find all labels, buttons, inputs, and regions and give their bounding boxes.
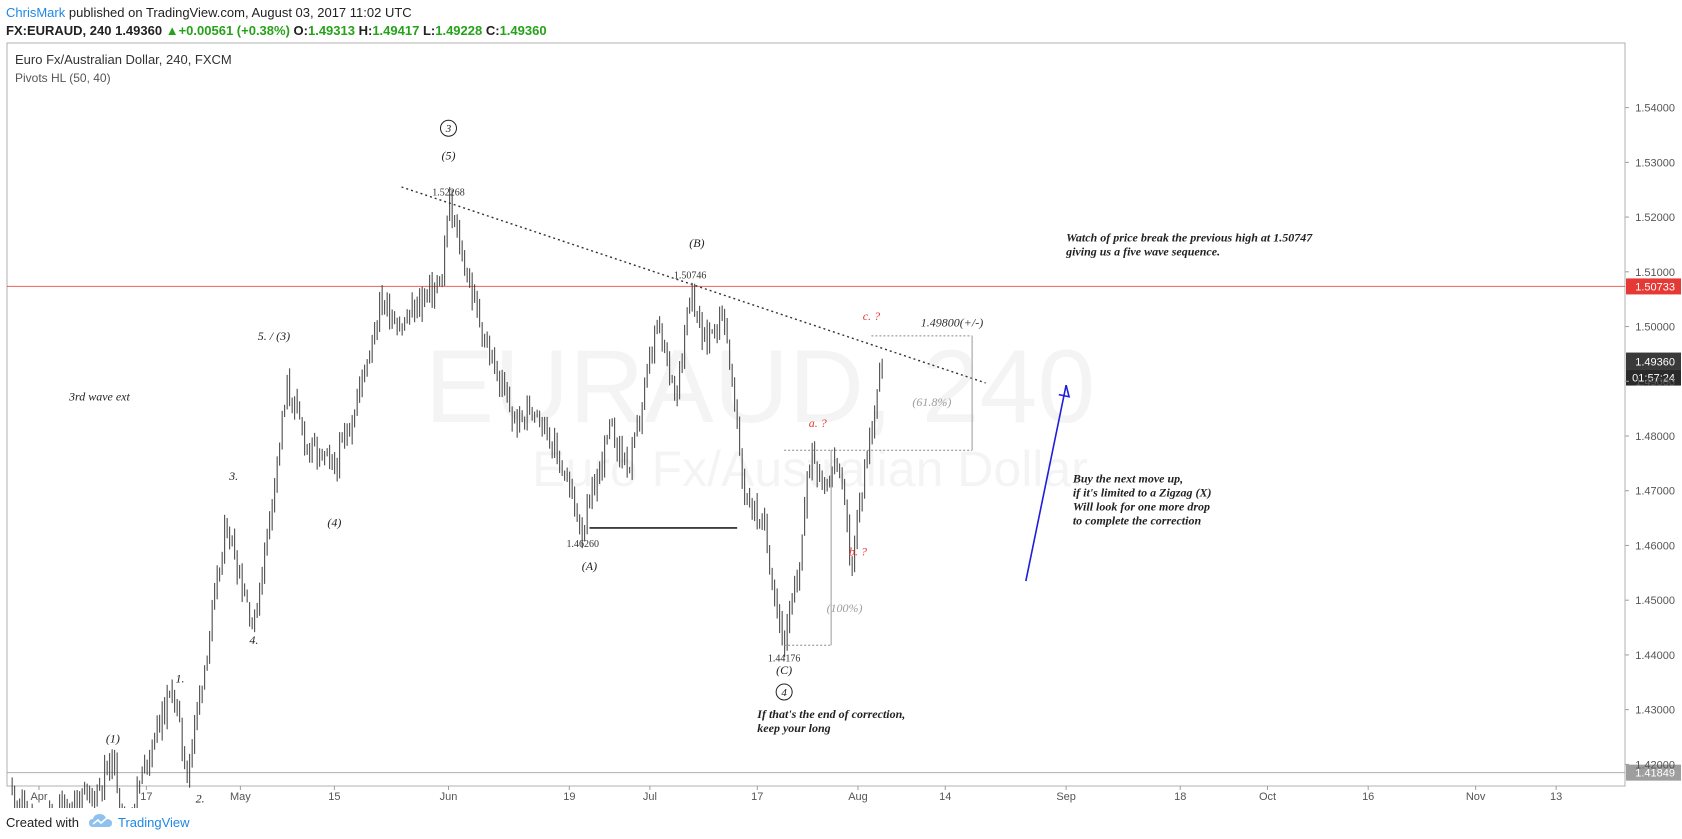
wave-label: 3 [445,123,452,135]
author-link[interactable]: ChrisMark [6,5,66,20]
ohlc-low-label: L: [422,23,436,38]
y-tick-label: 1.47000 [1635,486,1675,498]
pivot-price-label: 1.44176 [768,653,801,664]
last-price-tag [1626,352,1681,370]
bar-countdown-label: 01:57:24 [1632,373,1675,385]
plot-frame [6,42,1626,787]
price-change: +0.00561 (+0.38%) [178,23,290,38]
watermark-symbol: EURAUD, 240 [425,329,1095,445]
ohlc-close-label: C: [485,23,500,38]
pivot-price-label: 1.46260 [567,539,600,550]
y-tick-label: 1.43000 [1635,705,1675,717]
x-tick-label: Oct [1259,791,1276,803]
level-price-tag [1626,764,1681,781]
chart-footer: Created with TradingView [0,808,1682,839]
indicator-label[interactable]: Pivots HL (50, 40) [15,71,111,85]
fib-label: (100%) [827,601,863,615]
pivot-price-label: 1.50746 [674,270,707,281]
tradingview-brand-link[interactable]: TradingView [118,815,190,830]
x-tick-label: Aug [848,791,868,803]
wave-label: 3rd wave ext [68,389,131,403]
fib-label: (61.8%) [912,395,951,409]
x-tick-label: Jun [440,791,458,803]
red-wave-label: c. ? [863,309,880,323]
ohlc-open: 1.49313 [307,23,355,38]
red-wave-label: a. ? [809,416,827,430]
x-tick-label: 14 [939,791,951,803]
last-price: 1.49360 [115,23,163,38]
symbol-line: FX:EURAUD, 240 1.49360 ▲+0.00561 (+0.38%… [6,23,547,38]
x-tick-label: 17 [140,791,152,803]
y-tick-label: 1.45000 [1635,595,1675,607]
wave-label: (A) [582,559,597,573]
x-tick-label: Sep [1056,791,1076,803]
arrow-head-icon [1058,384,1071,398]
ohlc-low: 1.49228 [435,23,483,38]
tradingview-cloud-icon [89,814,112,827]
wave-label: 4. [249,633,258,647]
y-tick-label: 1.52000 [1635,212,1675,224]
ohlc-close: 1.49360 [499,23,547,38]
annotation-note: Watch of price break the previous high a… [1065,231,1313,259]
level-price-tag [1626,278,1681,295]
annotation-note: If that's the end of correction, keep you… [756,707,905,735]
x-tick-label: Apr [30,791,47,803]
publish-line: ChrisMark published on TradingView.com, … [6,5,412,20]
wave-label: (C) [776,663,792,677]
ohlc-open-label: O: [293,23,308,38]
y-tick-label: 1.48000 [1635,431,1675,443]
x-tick-label: Nov [1466,791,1486,803]
y-tick-label: 1.54000 [1635,103,1675,115]
created-with-text: Created with [6,815,79,830]
published-text: published on TradingView.com, August 03,… [68,5,412,20]
x-tick-label: 16 [1362,791,1374,803]
fib-label: 1.49800(+/-) [921,316,983,330]
wave-label: (5) [442,149,456,163]
up-triangle-icon: ▲ [165,23,179,38]
wave-label: 5. / (3) [258,329,290,343]
symbol-label[interactable]: FX:EURAUD, 240 [6,23,112,38]
wave-label: (4) [327,515,341,529]
ohlc-high-label: H: [358,23,373,38]
symbol-watermark: EURAUD, 240 Euro Fx/Australian Dollar [425,329,1095,497]
level-price-label: 1.50733 [1635,281,1675,293]
wave-label: 4 [781,687,787,699]
level-price-label: 1.41849 [1635,768,1675,780]
x-tick-label: 17 [751,791,763,803]
y-tick-label: 1.44000 [1635,650,1675,662]
wave-label: 2. [196,792,205,806]
red-wave-label: b. ? [849,544,867,558]
wave-label: 3. [228,469,238,483]
wave-label: (B) [689,236,704,250]
x-tick-label: May [230,791,251,803]
x-tick-label: 15 [328,791,340,803]
candles [11,187,883,808]
pivot-price-label: 1.52268 [432,187,465,198]
price-chart[interactable]: EURAUD, 240 Euro Fx/Australian Dollar Eu… [0,0,1682,808]
y-tick-label: 1.46000 [1635,540,1675,552]
wave-label: (1) [106,731,120,745]
y-tick-label: 1.53000 [1635,157,1675,169]
buy-arrow-shaft[interactable] [1025,384,1067,582]
ohlc-high: 1.49417 [372,23,420,38]
y-tick-label: 1.42000 [1635,759,1675,771]
x-tick-label: 18 [1174,791,1186,803]
y-tick-label: 1.51000 [1635,267,1675,279]
chart-header: ChrisMark published on TradingView.com, … [0,0,1682,44]
x-tick-label: Jul [643,791,657,803]
y-tick-label: 1.49000 [1635,376,1675,388]
wave-circle [440,119,457,137]
countdown-tag [1626,369,1681,386]
x-tick-label: 13 [1550,791,1562,803]
annotation-note: Buy the next move up, if it's limited to … [1072,472,1212,528]
chart-title: Euro Fx/Australian Dollar, 240, FXCM [15,52,232,67]
wave-circle [775,683,793,701]
wave-label: 1. [175,671,184,685]
x-tick-label: 19 [563,791,575,803]
last-price-label: 1.49360 [1635,357,1675,369]
y-tick-label: 1.50000 [1635,322,1675,334]
